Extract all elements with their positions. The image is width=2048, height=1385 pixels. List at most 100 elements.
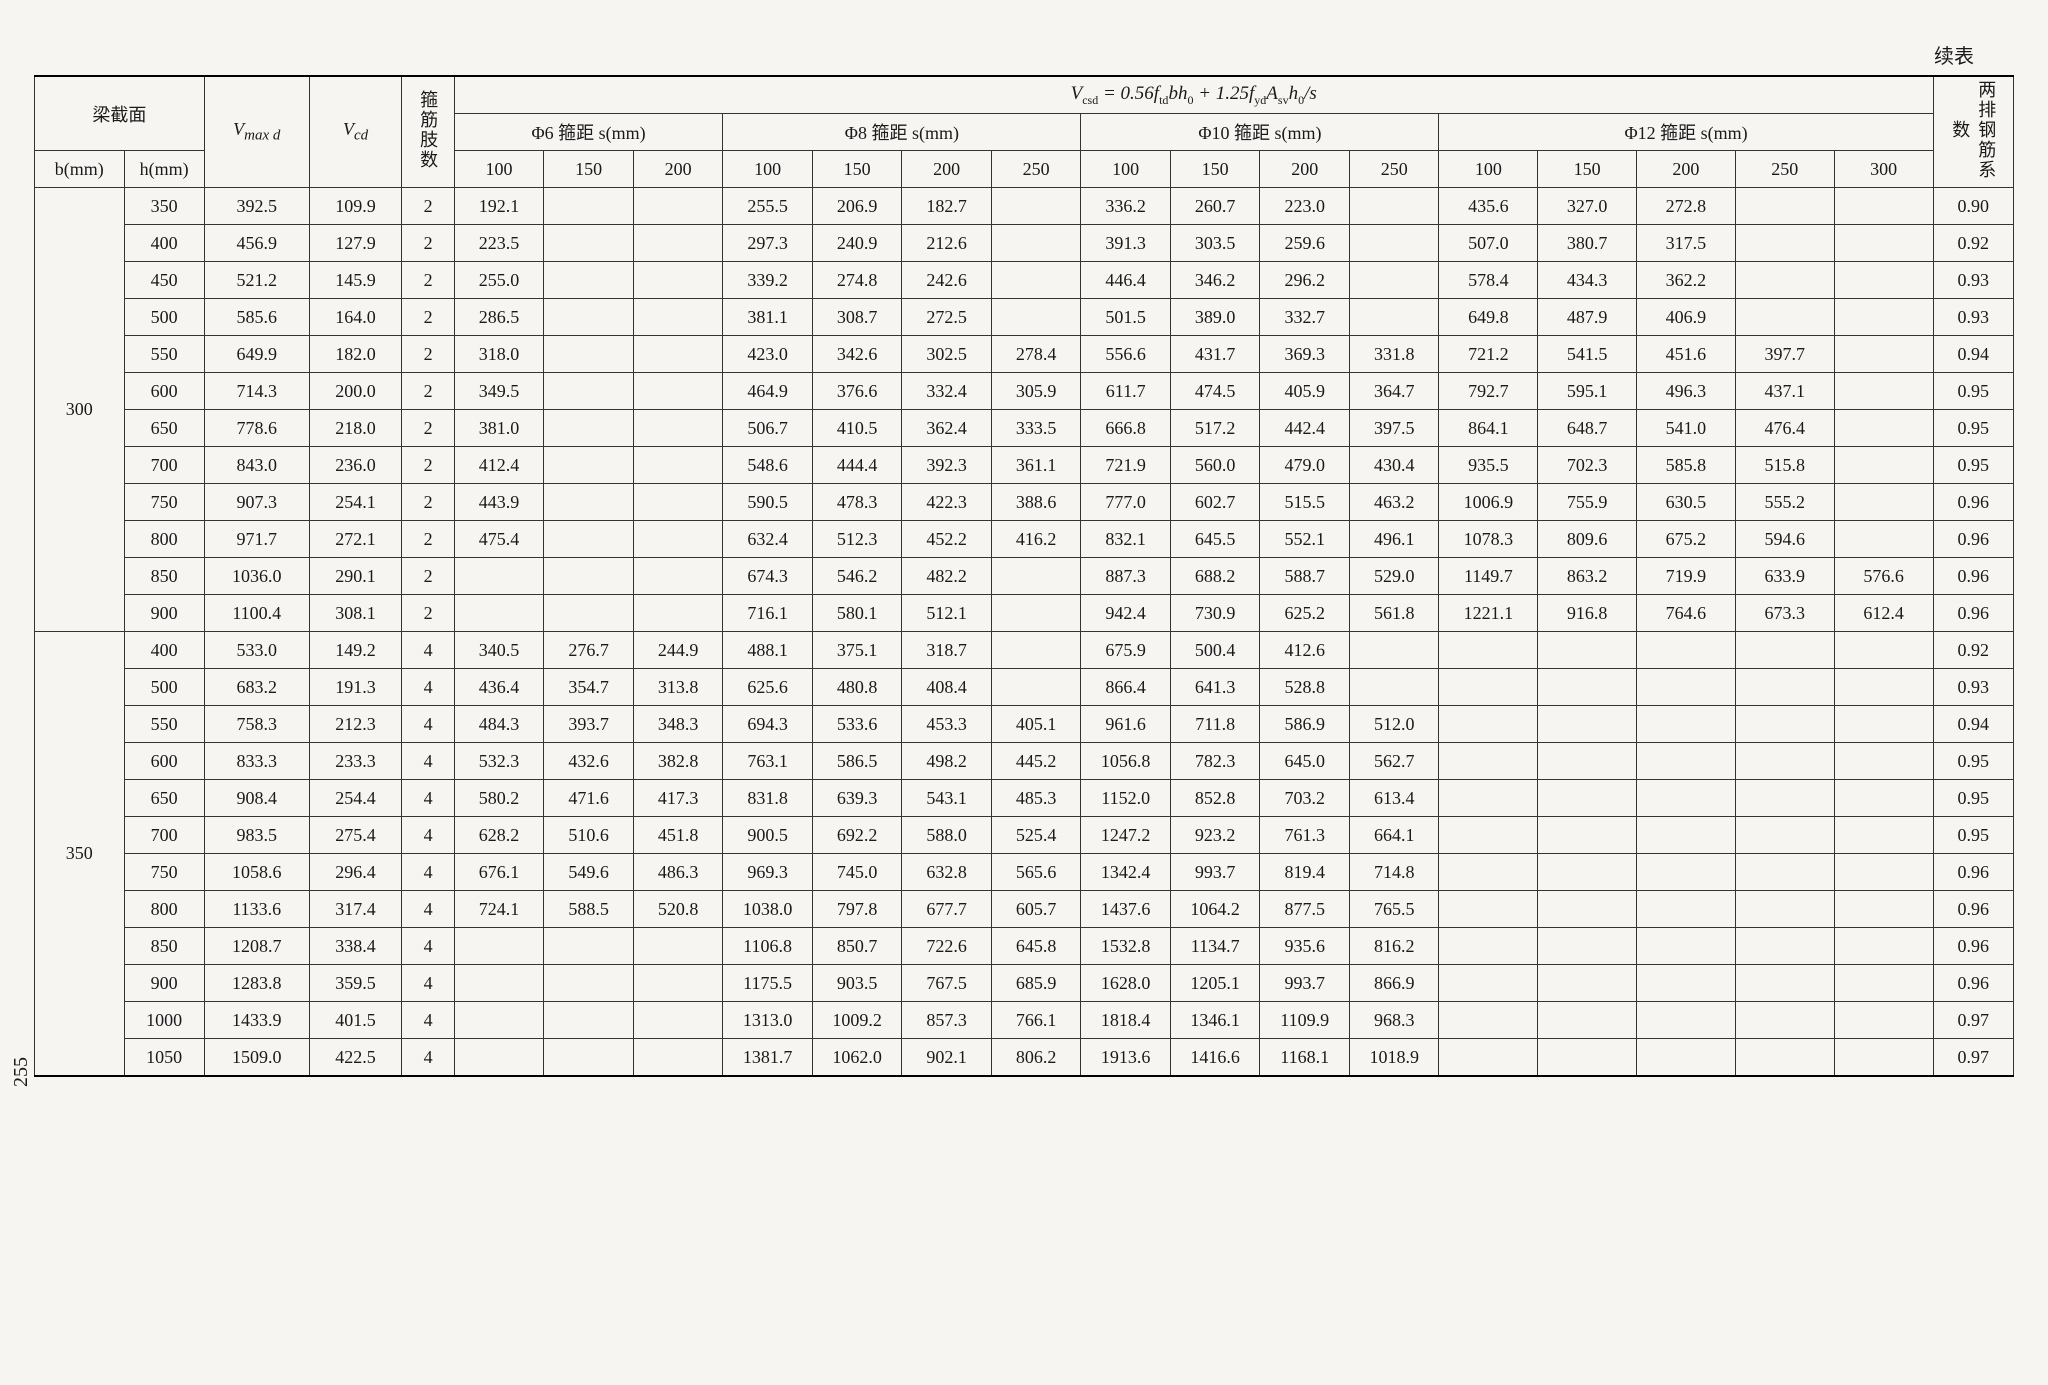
cell-d8-2: 182.7 [902,188,992,225]
cell-d6-1: 549.6 [544,854,634,891]
cell-d10-1: 1416.6 [1170,1039,1260,1077]
cell-d10-3: 714.8 [1349,854,1439,891]
cell-d10-1: 346.2 [1170,262,1260,299]
cell-d12-3: 633.9 [1735,558,1834,595]
cell-d6-2 [633,447,723,484]
table-row: 10501509.0422.541381.71062.0902.1806.219… [35,1039,2014,1077]
hdr-s6-0: 100 [454,151,544,188]
cell-vmax: 778.6 [204,410,309,447]
hdr-phi10: Φ10 箍距 s(mm) [1081,114,1439,151]
cell-d8-1: 240.9 [812,225,902,262]
cell-d6-2 [633,521,723,558]
cell-d8-1: 480.8 [812,669,902,706]
cell-coef: 0.97 [1933,1002,2013,1039]
cell-d8-2: 332.4 [902,373,992,410]
cell-coef: 0.96 [1933,558,2013,595]
cell-d10-0: 1152.0 [1081,780,1171,817]
cell-d8-2: 512.1 [902,595,992,632]
cell-vcd: 145.9 [309,262,402,299]
cell-d10-2: 479.0 [1260,447,1350,484]
cell-d10-0: 832.1 [1081,521,1171,558]
cell-d6-1: 276.7 [544,632,634,669]
hdr-s8-1: 150 [812,151,902,188]
cell-d10-2: 412.6 [1260,632,1350,669]
cell-d12-1: 380.7 [1538,225,1637,262]
cell-h: 450 [124,262,204,299]
hdr-leg-count-text: 箍筋肢数 [415,90,441,170]
table-row: 750907.3254.12443.9590.5478.3422.3388.67… [35,484,2014,521]
cell-d12-0 [1439,817,1538,854]
cell-h: 700 [124,817,204,854]
cell-d6-2 [633,595,723,632]
cell-d12-3 [1735,225,1834,262]
cell-d10-1: 1134.7 [1170,928,1260,965]
cell-d12-1 [1538,780,1637,817]
cell-d12-4 [1834,706,1933,743]
hdr-s8-0: 100 [723,151,813,188]
table-row: 550649.9182.02318.0423.0342.6302.5278.45… [35,336,2014,373]
cell-d6-2: 520.8 [633,891,723,928]
cell-d6-1: 354.7 [544,669,634,706]
table-row: 9001100.4308.12716.1580.1512.1942.4730.9… [35,595,2014,632]
cell-h: 500 [124,669,204,706]
cell-d12-4 [1834,854,1933,891]
cell-d8-2: 588.0 [902,817,992,854]
cell-d8-0: 1106.8 [723,928,813,965]
cell-d6-2 [633,225,723,262]
cell-d8-0: 694.3 [723,706,813,743]
cell-d8-0: 464.9 [723,373,813,410]
cell-vmax: 533.0 [204,632,309,669]
hdr-leg-count: 箍筋肢数 [402,76,454,188]
cell-coef: 0.96 [1933,854,2013,891]
cell-d6-0 [454,965,544,1002]
cell-d6-0: 255.0 [454,262,544,299]
cell-vmax: 1283.8 [204,965,309,1002]
hdr-s6-2: 200 [633,151,723,188]
cell-d10-0: 611.7 [1081,373,1171,410]
cell-d10-2: 586.9 [1260,706,1350,743]
cell-vmax: 392.5 [204,188,309,225]
cell-vcd: 236.0 [309,447,402,484]
cell-d12-2: 406.9 [1637,299,1736,336]
cell-d12-3: 397.7 [1735,336,1834,373]
cell-d12-1: 648.7 [1538,410,1637,447]
cell-d10-3: 561.8 [1349,595,1439,632]
cell-vmax: 907.3 [204,484,309,521]
cell-h: 600 [124,373,204,410]
cell-d8-1: 586.5 [812,743,902,780]
cell-d6-2: 486.3 [633,854,723,891]
cell-d10-0: 666.8 [1081,410,1171,447]
cell-leg: 2 [402,188,454,225]
cell-coef: 0.95 [1933,373,2013,410]
cell-h: 900 [124,595,204,632]
cell-d10-0: 556.6 [1081,336,1171,373]
cell-d12-2: 496.3 [1637,373,1736,410]
cell-d12-0: 864.1 [1439,410,1538,447]
cell-vcd: 401.5 [309,1002,402,1039]
cell-d8-1: 797.8 [812,891,902,928]
cell-d8-2: 453.3 [902,706,992,743]
cell-d10-1: 1205.1 [1170,965,1260,1002]
cell-d12-1 [1538,669,1637,706]
cell-d10-1: 260.7 [1170,188,1260,225]
cell-coef: 0.96 [1933,965,2013,1002]
cell-d8-2: 543.1 [902,780,992,817]
cell-vmax: 649.9 [204,336,309,373]
cell-d8-0: 1381.7 [723,1039,813,1077]
cell-d8-0: 1313.0 [723,1002,813,1039]
cell-d8-1: 308.7 [812,299,902,336]
cell-d12-4 [1834,373,1933,410]
cell-d10-0: 675.9 [1081,632,1171,669]
cell-coef: 0.94 [1933,336,2013,373]
cell-d10-2: 625.2 [1260,595,1350,632]
hdr-s12-3: 250 [1735,151,1834,188]
cell-d8-3: 485.3 [991,780,1081,817]
cell-d10-3: 816.2 [1349,928,1439,965]
cell-d12-4 [1834,743,1933,780]
cell-d12-4 [1834,632,1933,669]
cell-vcd: 127.9 [309,225,402,262]
cell-d12-0: 649.8 [1439,299,1538,336]
cell-d10-2: 405.9 [1260,373,1350,410]
cell-d10-0: 887.3 [1081,558,1171,595]
cell-d8-3 [991,669,1081,706]
